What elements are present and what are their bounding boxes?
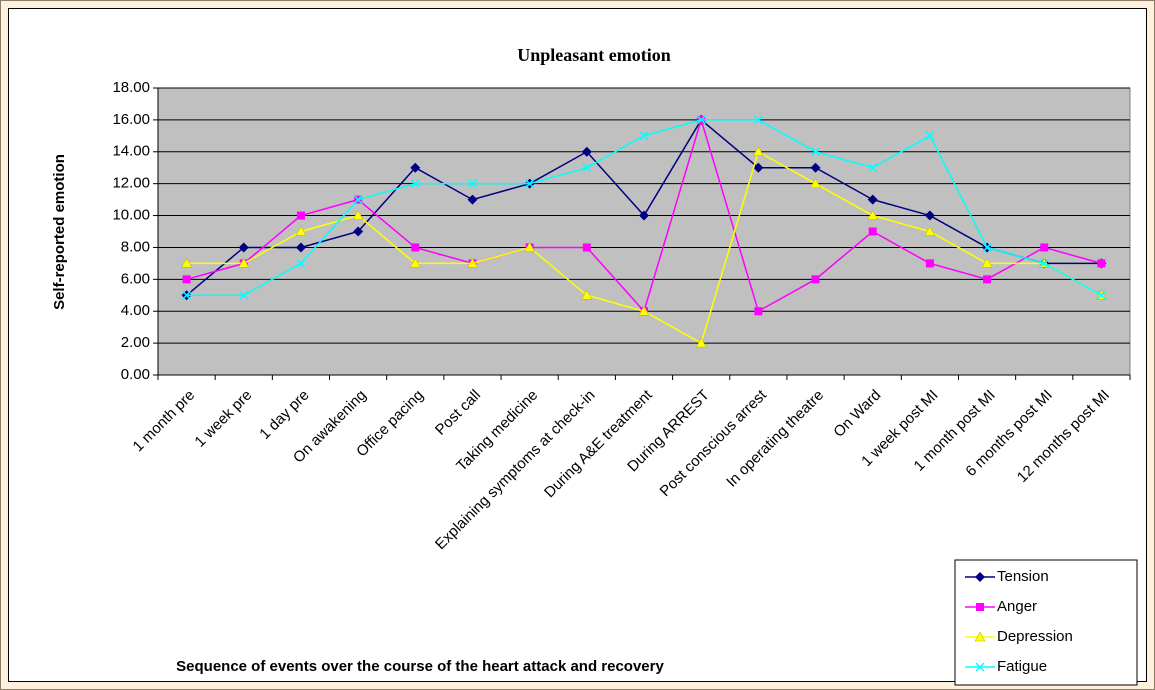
marker (582, 243, 591, 252)
marker (924, 225, 936, 236)
marker (696, 115, 706, 125)
marker (582, 163, 592, 173)
legend (954, 559, 1138, 686)
marker (182, 275, 191, 284)
marker (638, 305, 650, 316)
marker (238, 242, 249, 253)
marker (975, 572, 985, 582)
marker (296, 211, 305, 220)
marker (867, 194, 878, 205)
marker (810, 162, 821, 173)
marker (409, 257, 421, 268)
marker (975, 662, 985, 672)
marker (868, 163, 878, 173)
marker (181, 257, 193, 268)
marker (867, 210, 879, 220)
marker (754, 307, 763, 316)
legend-label: Depression (997, 628, 1073, 645)
marker (639, 210, 649, 221)
chart-title: Unpleasant emotion (517, 45, 671, 65)
marker (976, 603, 984, 611)
y-tick-label: 14.00 (112, 143, 150, 160)
marker (295, 242, 306, 253)
marker (868, 227, 877, 236)
marker (752, 146, 764, 157)
marker (467, 257, 478, 268)
marker (581, 146, 592, 157)
y-tick-label: 12.00 (112, 175, 150, 192)
marker (353, 195, 363, 205)
marker (695, 337, 707, 348)
marker (411, 243, 420, 252)
marker (925, 259, 934, 268)
legend-label: Anger (997, 598, 1037, 615)
y-tick-label: 8.00 (121, 238, 150, 255)
y-tick-label: 2.00 (121, 334, 150, 351)
marker (410, 162, 421, 173)
marker (352, 210, 364, 220)
y-tick-label: 10.00 (112, 207, 150, 224)
y-tick-label: 18.00 (112, 79, 150, 96)
marker (924, 210, 935, 221)
marker (524, 241, 536, 252)
marker (467, 194, 478, 205)
marker (239, 290, 249, 300)
marker (410, 179, 420, 189)
marker (981, 257, 993, 268)
y-axis-title: Self-reported emotion (51, 154, 68, 310)
marker (1040, 243, 1049, 252)
marker (467, 179, 478, 189)
marker (982, 242, 992, 252)
y-tick-label: 4.00 (121, 302, 150, 319)
marker (639, 131, 649, 141)
marker (182, 290, 192, 300)
marker (983, 275, 992, 284)
marker (811, 275, 820, 284)
marker (753, 162, 764, 173)
marker (295, 225, 307, 236)
marker (1039, 258, 1049, 268)
marker (296, 258, 306, 268)
y-tick-label: 6.00 (121, 270, 150, 287)
marker (810, 147, 821, 157)
marker (925, 131, 935, 141)
marker (810, 178, 821, 188)
marker (753, 115, 763, 125)
y-tick-label: 0.00 (121, 366, 150, 383)
marker (581, 289, 593, 300)
marker (525, 179, 535, 189)
marker (238, 257, 250, 268)
marker (974, 631, 986, 642)
marker (1097, 259, 1106, 268)
legend-label: Tension (997, 568, 1049, 585)
x-axis-title: Sequence of events over the course of th… (176, 658, 664, 675)
y-tick-label: 16.00 (112, 111, 150, 128)
marker (353, 226, 364, 237)
marker (1096, 290, 1106, 300)
legend-label: Fatigue (997, 658, 1047, 675)
